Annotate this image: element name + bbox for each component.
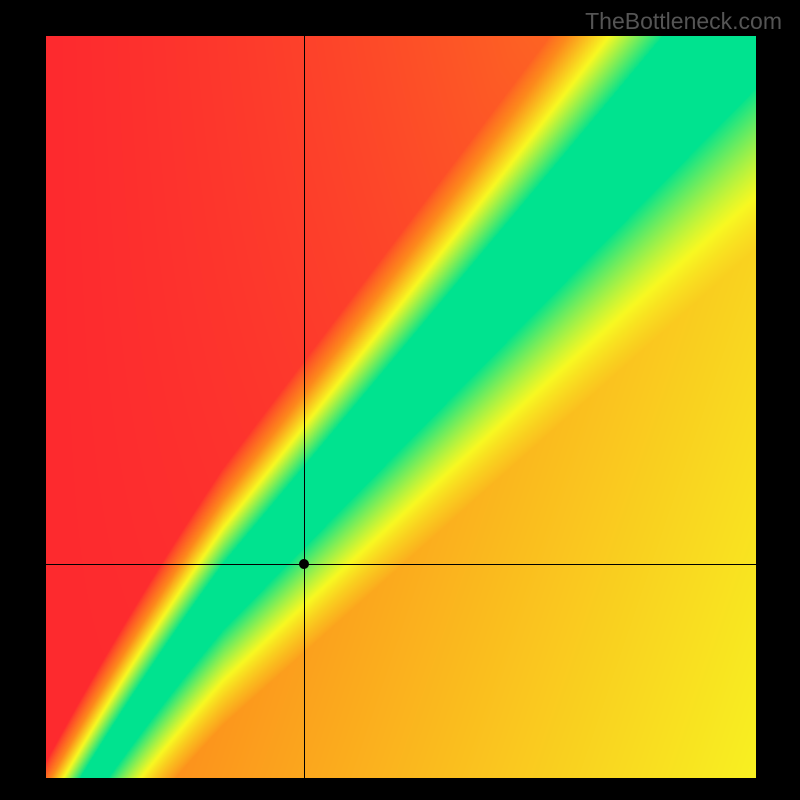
crosshair-marker — [299, 559, 309, 569]
plot-area — [46, 36, 756, 778]
crosshair-vertical — [304, 36, 305, 778]
crosshair-horizontal — [46, 564, 756, 565]
heatmap-canvas — [46, 36, 756, 778]
watermark-text: TheBottleneck.com — [585, 8, 782, 35]
chart-container: TheBottleneck.com — [0, 0, 800, 800]
